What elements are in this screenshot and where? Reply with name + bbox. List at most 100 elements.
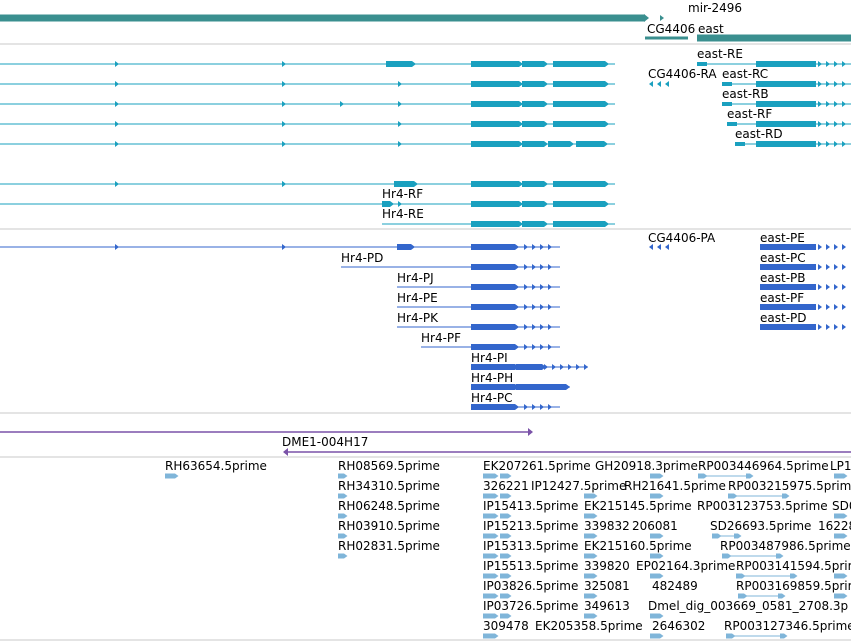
feature-label[interactable]: CG4406-PA bbox=[648, 231, 716, 245]
feature-label[interactable]: 349613 bbox=[584, 599, 630, 613]
transcript-hr4-rb[interactable] bbox=[398, 81, 402, 87]
est-feature[interactable] bbox=[483, 553, 499, 559]
est-feature[interactable] bbox=[722, 553, 732, 559]
transcript-hr4-pi[interactable] bbox=[544, 364, 548, 370]
transcript-hr4-pe[interactable] bbox=[540, 304, 544, 310]
est-feature[interactable] bbox=[500, 553, 512, 559]
transcript-hr4-rh[interactable] bbox=[553, 181, 609, 187]
transcript-hr4-pa[interactable] bbox=[540, 244, 544, 250]
est-feature[interactable] bbox=[834, 533, 848, 539]
transcript-hr4-pd[interactable] bbox=[548, 264, 552, 270]
est-feature[interactable] bbox=[738, 593, 748, 599]
feature-label[interactable]: Hr4-PJ bbox=[397, 271, 434, 285]
feature-label[interactable]: DME1-004H17 bbox=[282, 435, 369, 449]
transcript-hr4-pc[interactable] bbox=[548, 404, 552, 410]
transcript-hr4-pi[interactable] bbox=[471, 364, 519, 370]
est-feature[interactable] bbox=[483, 593, 499, 599]
transcript-hr4-rb[interactable] bbox=[115, 81, 119, 87]
transcript-east-rf[interactable] bbox=[727, 122, 737, 126]
est-feature[interactable] bbox=[500, 573, 512, 579]
transcript-hr4-rd[interactable] bbox=[282, 121, 286, 127]
est-feature[interactable] bbox=[483, 613, 499, 619]
transcript-hr4-rc[interactable] bbox=[522, 101, 548, 107]
transcript-east-p3[interactable] bbox=[826, 304, 830, 310]
feature-label[interactable]: 309478 bbox=[483, 619, 529, 633]
est-feature[interactable] bbox=[165, 473, 179, 479]
feature-label[interactable]: RH02831.5prime bbox=[338, 539, 440, 553]
transcript-east-p4[interactable] bbox=[818, 324, 822, 330]
transcript-hr4-rg[interactable] bbox=[471, 141, 523, 147]
feature-label[interactable]: IP15413.5prime bbox=[483, 499, 579, 513]
feature-label[interactable]: RP003141594.5prime bbox=[736, 559, 851, 573]
feature-label[interactable]: Hr4-PK bbox=[397, 311, 439, 325]
transcript-hr4-rc[interactable] bbox=[282, 101, 286, 107]
transcript-hr4-pi[interactable] bbox=[552, 364, 556, 370]
est-feature[interactable] bbox=[790, 573, 798, 579]
est-feature[interactable] bbox=[834, 473, 848, 479]
transcript-cg4406-ra[interactable] bbox=[657, 81, 661, 87]
est-feature[interactable] bbox=[650, 573, 664, 579]
transcript-east-rc[interactable] bbox=[756, 81, 816, 87]
transcript-east-re[interactable] bbox=[697, 62, 707, 66]
feature-label[interactable]: mir-2496 bbox=[688, 1, 743, 15]
transcript-hr4-pc[interactable] bbox=[471, 404, 519, 410]
transcript-east-p1[interactable] bbox=[818, 264, 822, 270]
transcript-east-rb[interactable] bbox=[756, 101, 816, 107]
transcript-east-p1[interactable] bbox=[834, 264, 838, 270]
feature-label[interactable]: east-RB bbox=[722, 87, 769, 101]
est-feature[interactable] bbox=[782, 493, 790, 499]
feature-label[interactable]: RP003446964.5prime bbox=[698, 459, 829, 473]
transcript-hr4-pj[interactable] bbox=[471, 284, 519, 290]
est-feature[interactable] bbox=[483, 573, 499, 579]
est-feature[interactable] bbox=[712, 533, 722, 539]
transcript-hr4-rg[interactable] bbox=[398, 141, 402, 147]
feature-label[interactable]: IP15313.5prime bbox=[483, 539, 579, 553]
est-feature[interactable] bbox=[584, 493, 598, 499]
transcript-hr4-pj[interactable] bbox=[548, 284, 552, 290]
transcript-hr4-rf[interactable] bbox=[471, 201, 523, 207]
transcript-hr4-ra[interactable] bbox=[282, 61, 286, 67]
est-feature[interactable] bbox=[483, 493, 499, 499]
feature-label[interactable]: east-RC bbox=[722, 67, 769, 81]
transcript-east-p4[interactable] bbox=[842, 324, 846, 330]
feature-label[interactable]: 16228 bbox=[818, 519, 851, 533]
transcript-east-rc[interactable] bbox=[842, 81, 846, 87]
est-feature[interactable] bbox=[650, 493, 664, 499]
transcript-hr4-pk[interactable] bbox=[532, 324, 536, 330]
transcript-hr4-pa[interactable] bbox=[397, 244, 415, 250]
gene-bar-hr4[interactable] bbox=[0, 14, 645, 22]
transcript-east-p2[interactable] bbox=[826, 284, 830, 290]
est-feature[interactable] bbox=[483, 513, 499, 519]
transcript-hr4-pe[interactable] bbox=[471, 304, 519, 310]
feature-label[interactable]: EK215145.5prime bbox=[584, 499, 692, 513]
transcript-east-rb[interactable] bbox=[842, 101, 846, 107]
transcript-hr4-pi[interactable] bbox=[560, 364, 564, 370]
gene-bar-east[interactable] bbox=[697, 34, 851, 42]
gene-bar-mir2496[interactable] bbox=[660, 15, 664, 21]
est-feature[interactable] bbox=[746, 473, 754, 479]
transcript-hr4-rh[interactable] bbox=[471, 181, 523, 187]
transcript-hr4-rd[interactable] bbox=[398, 121, 402, 127]
feature-label[interactable]: SD0 bbox=[832, 499, 851, 513]
transcript-east-p3[interactable] bbox=[760, 304, 816, 310]
feature-label[interactable]: east-PF bbox=[760, 291, 805, 305]
transcript-east-re[interactable] bbox=[826, 61, 830, 67]
feature-label[interactable]: IP15213.5prime bbox=[483, 519, 579, 533]
transcript-east-p4[interactable] bbox=[834, 324, 838, 330]
feature-label[interactable]: RP003127346.5prime bbox=[724, 619, 851, 633]
est-feature[interactable] bbox=[650, 533, 664, 539]
est-feature[interactable] bbox=[834, 573, 848, 579]
est-feature[interactable] bbox=[338, 493, 348, 499]
transcript-east-p0[interactable] bbox=[760, 244, 816, 250]
feature-label[interactable]: Hr4-PD bbox=[341, 251, 384, 265]
transcript-east-re[interactable] bbox=[818, 61, 822, 67]
gene-bar-cg4406[interactable] bbox=[645, 36, 688, 40]
transcript-east-p3[interactable] bbox=[834, 304, 838, 310]
est-feature[interactable] bbox=[736, 573, 746, 579]
est-feature[interactable] bbox=[500, 513, 512, 519]
transcript-hr4-re[interactable] bbox=[553, 221, 609, 227]
transcript-hr4-ph[interactable] bbox=[471, 384, 519, 390]
transcript-hr4-pa[interactable] bbox=[548, 244, 552, 250]
transcript-east-p1[interactable] bbox=[826, 264, 830, 270]
